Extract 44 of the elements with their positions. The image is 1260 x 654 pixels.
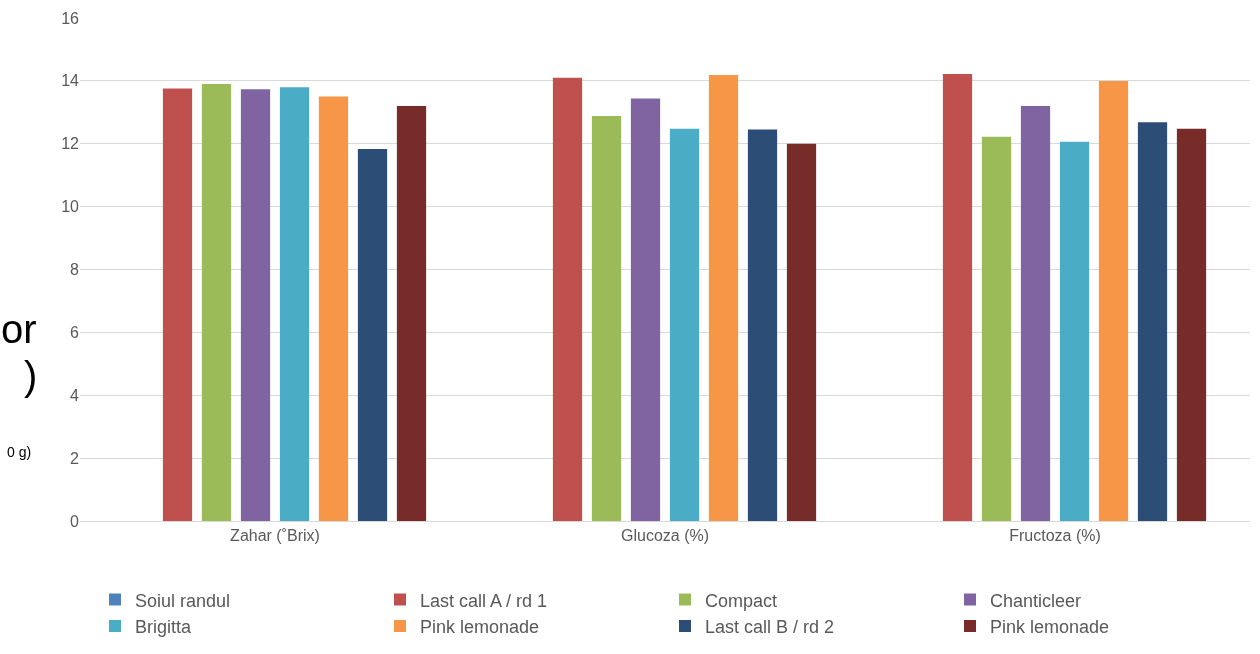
- bar: [396, 106, 427, 521]
- bar: [591, 116, 622, 521]
- y-tick-label: 0: [70, 512, 80, 530]
- bar: [786, 143, 817, 521]
- x-tick-label: Zahar (˚Brix): [230, 527, 320, 545]
- bar: [279, 87, 310, 521]
- y-tick-label: 10: [61, 198, 80, 216]
- y-tick-label: 2: [70, 449, 80, 467]
- bar: [1059, 141, 1090, 521]
- legend-label: Brigitta: [135, 616, 193, 637]
- bar: [552, 77, 583, 521]
- y-tick-label: 8: [70, 261, 80, 279]
- legend-label: Last call B / rd 2: [705, 616, 835, 637]
- y-tick-label: 4: [70, 386, 80, 404]
- bar: [630, 98, 661, 521]
- legend-label: Compact: [705, 590, 778, 611]
- bar: [162, 88, 193, 521]
- text: 0 g): [7, 444, 32, 460]
- y-tick-label: 16: [61, 9, 80, 27]
- bar: [942, 73, 973, 521]
- bar: [1020, 106, 1051, 521]
- bar: [747, 129, 778, 521]
- legend-label: Last call A / rd 1: [420, 590, 548, 611]
- legend-label: Pink lemonade: [420, 616, 540, 637]
- bar: [708, 74, 739, 521]
- x-tick-label: Glucoza (%): [620, 527, 710, 545]
- bar: [240, 89, 271, 521]
- legend-label: Chanticleer: [990, 590, 1082, 611]
- x-tick-label: Fructoza (%): [1009, 527, 1101, 545]
- bar: [318, 96, 349, 521]
- bar: [669, 128, 700, 521]
- legend-label: Soiul randul: [135, 590, 231, 611]
- bar: [357, 149, 388, 521]
- bar: [1098, 80, 1129, 521]
- text: ): [24, 354, 38, 398]
- text: or: [1, 307, 37, 351]
- y-tick-label: 14: [61, 72, 80, 90]
- bar: [1137, 122, 1168, 521]
- bar: [1176, 128, 1207, 521]
- bar: [201, 84, 232, 521]
- y-tick-label: 12: [61, 135, 80, 153]
- y-tick-label: 6: [70, 323, 80, 341]
- legend-label: Pink lemonade: [990, 616, 1110, 637]
- bar: [981, 136, 1012, 521]
